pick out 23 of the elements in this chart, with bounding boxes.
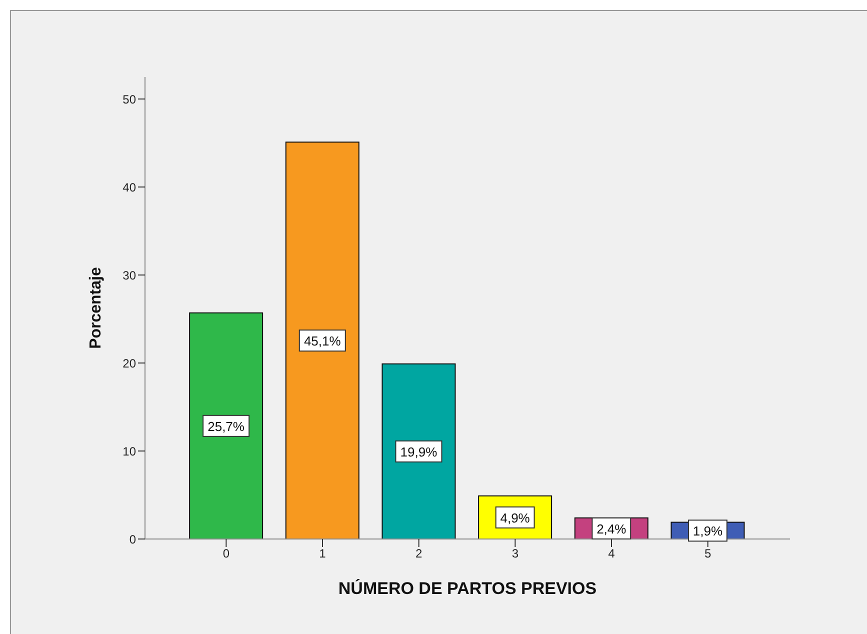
x-tick-label: 5: [704, 546, 712, 561]
y-tick-label: 10: [122, 444, 136, 458]
y-tick-label: 30: [122, 268, 136, 282]
y-tick-label: 0: [129, 532, 136, 546]
x-tick-label: 4: [608, 546, 616, 561]
x-axis-title: NÚMERO DE PARTOS PREVIOS: [338, 578, 597, 598]
data-label: 4,9%: [500, 510, 530, 526]
y-tick-label: 40: [122, 180, 136, 194]
y-axis-title: Porcentaje: [88, 266, 105, 349]
bar: [285, 142, 360, 539]
x-tick-label: 0: [222, 546, 230, 561]
x-tick-label: 3: [512, 546, 519, 561]
bar: [189, 312, 264, 539]
data-label: 2,4%: [596, 521, 627, 536]
x-tick-label: 1: [319, 546, 326, 561]
x-tick-label: 2: [415, 546, 422, 561]
data-label: 19,9%: [400, 444, 438, 460]
y-tick-label: 50: [122, 92, 136, 106]
y-tick-label: 20: [122, 356, 136, 370]
data-label: 45,1%: [304, 334, 342, 349]
data-label: 25,7%: [208, 418, 245, 434]
bar: [382, 363, 456, 539]
data-label: 1,9%: [692, 524, 723, 539]
